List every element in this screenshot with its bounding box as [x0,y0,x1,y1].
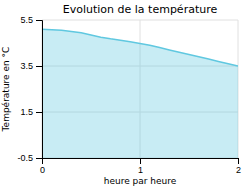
title: Evolution de la température [63,3,218,16]
tick-mark [238,158,239,164]
tick: 5.5 [20,15,42,25]
y-axis-title: Température en °C [1,47,11,133]
tick-label: 0 [40,165,45,175]
grid-line [42,20,238,21]
axis-line [43,159,239,165]
line [42,29,238,66]
y-axis: -0.5 1.5 3.5 5.5 [17,15,42,163]
tick-mark [36,158,42,159]
tick-label: -0.5 [17,153,33,163]
tick-mark [36,20,42,21]
area [42,29,238,158]
tick: 0 [40,158,45,175]
tick-mark [36,66,42,67]
tick-label: 1 [138,165,143,175]
axis-line [36,21,43,159]
tick-label: 2 [236,165,241,175]
tick: 3.5 [20,61,42,71]
tick: 1 [138,158,143,175]
plot: 0 1 2 -0.5 1.5 3.5 5.5 [17,15,241,175]
tick: -0.5 [17,153,42,163]
tick: 2 [236,158,241,175]
grid [42,20,238,158]
tick-label: 5.5 [20,15,33,25]
x-axis-title: heure par heure [104,176,177,186]
tick-mark [140,158,141,164]
tick-label: 1.5 [20,107,33,117]
tick-mark [36,112,42,113]
x-axis: 0 1 2 [40,158,241,175]
tick-label: 3.5 [20,61,33,71]
chart: 0 1 2 -0.5 1.5 3.5 5.5 Evolution de la températ… [0,0,250,188]
marks [42,29,238,158]
tick: 1.5 [20,107,42,117]
